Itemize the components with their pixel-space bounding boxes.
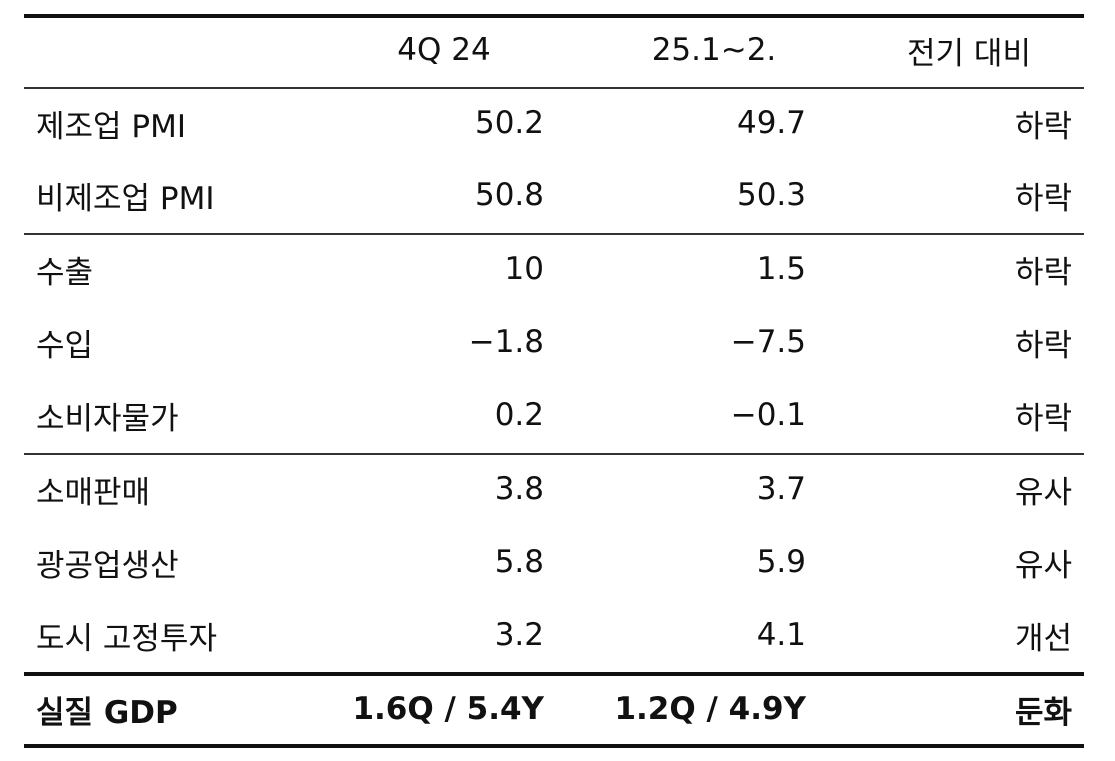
table-bottom-rule: [24, 744, 1084, 748]
group-divider: [24, 453, 1084, 455]
compare-value: 하락: [1014, 254, 1072, 291]
row-label: 수입: [36, 327, 94, 364]
value-4q24: 0.2: [494, 397, 544, 433]
table-row: 광공업생산 5.8 5.9 유사: [24, 532, 1084, 592]
value-25-1-2: −0.1: [730, 397, 806, 433]
value-4q24: 5.8: [494, 544, 544, 580]
row-label: 소비자물가: [36, 400, 179, 437]
value-4q24: 50.8: [474, 177, 544, 213]
gdp-row: 실질 GDP 1.6Q / 5.4Y 1.2Q / 4.9Y 둔화: [24, 679, 1084, 739]
column-header-compare: 전기 대비: [907, 35, 1031, 72]
table-row: 도시 고정투자 3.2 4.1 개선: [24, 605, 1084, 665]
table-header-row: 4Q 24 25.1~2. 전기 대비: [24, 20, 1084, 80]
table-top-rule: [24, 14, 1084, 18]
value-4q24: 3.2: [494, 617, 544, 653]
compare-value: 둔화: [1014, 694, 1072, 731]
row-label: 소매판매: [36, 474, 151, 511]
row-label: 실질 GDP: [36, 694, 178, 731]
row-label: 제조업 PMI: [36, 108, 186, 145]
compare-value: 하락: [1014, 327, 1072, 364]
value-25-1-2: 49.7: [736, 105, 806, 141]
row-label: 비제조업 PMI: [36, 180, 215, 217]
table-row: 수입 −1.8 −7.5 하락: [24, 312, 1084, 372]
table-row: 비제조업 PMI 50.8 50.3 하락: [24, 165, 1084, 225]
value-4q24: 3.8: [494, 471, 544, 507]
table-row: 수출 10 1.5 하락: [24, 239, 1084, 299]
table-row: 소비자물가 0.2 −0.1 하락: [24, 385, 1084, 445]
compare-value: 하락: [1014, 180, 1072, 217]
header-divider: [24, 87, 1084, 89]
row-label: 도시 고정투자: [36, 620, 217, 657]
value-25-1-2: 5.9: [756, 544, 806, 580]
table-row: 소매판매 3.8 3.7 유사: [24, 459, 1084, 519]
column-header-25-1-2: 25.1~2.: [651, 32, 777, 68]
compare-value: 유사: [1014, 474, 1072, 511]
compare-value: 개선: [1014, 620, 1072, 657]
row-label: 수출: [36, 254, 94, 291]
value-25-1-2: 1.5: [756, 251, 806, 287]
gdp-top-rule: [24, 672, 1084, 676]
table-row: 제조업 PMI 50.2 49.7 하락: [24, 93, 1084, 153]
group-divider: [24, 233, 1084, 235]
compare-value: 하락: [1014, 108, 1072, 145]
value-25-1-2: 3.7: [756, 471, 806, 507]
value-25-1-2: 4.1: [756, 617, 806, 653]
row-label: 광공업생산: [36, 547, 179, 584]
value-4q24: 1.6Q / 5.4Y: [352, 691, 544, 727]
compare-value: 하락: [1014, 400, 1072, 437]
value-4q24: 50.2: [474, 105, 544, 141]
value-4q24: 10: [504, 251, 544, 287]
column-header-4q24: 4Q 24: [397, 32, 491, 68]
value-25-1-2: 1.2Q / 4.9Y: [614, 691, 806, 727]
compare-value: 유사: [1014, 547, 1072, 584]
value-4q24: −1.8: [468, 324, 544, 360]
value-25-1-2: −7.5: [730, 324, 806, 360]
value-25-1-2: 50.3: [736, 177, 806, 213]
